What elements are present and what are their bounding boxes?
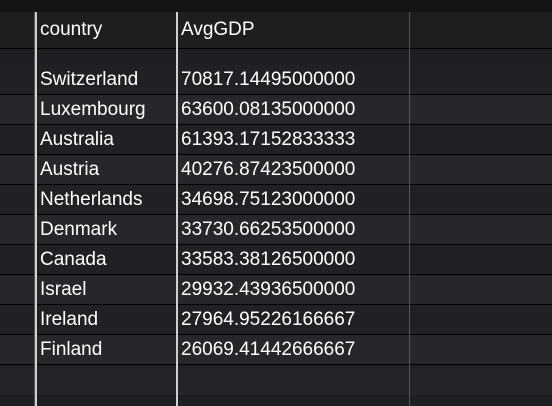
row-number-cell[interactable]: [0, 245, 35, 274]
row-number-header[interactable]: [0, 12, 35, 48]
empty-cell: [409, 335, 552, 364]
row-number-cell[interactable]: [0, 185, 35, 214]
avggdp-cell[interactable]: 33583.38126500000: [181, 249, 356, 270]
row-number-cell[interactable]: [0, 215, 35, 244]
column-header-country[interactable]: country: [40, 19, 103, 40]
column-divider-avggdp-left[interactable]: [176, 12, 178, 406]
avggdp-cell[interactable]: 40276.87423500000: [181, 159, 356, 180]
empty-cell: [409, 155, 552, 184]
table-row[interactable]: Australia 61393.17152833333: [0, 125, 552, 155]
avggdp-cell[interactable]: 29932.43936500000: [181, 279, 356, 300]
column-divider-avggdp-right[interactable]: [409, 12, 410, 406]
empty-cell: [409, 95, 552, 124]
avggdp-cell[interactable]: 63600.08135000000: [181, 99, 356, 120]
grid-spacer: [0, 49, 552, 65]
avggdp-cell[interactable]: 70817.14495000000: [181, 69, 356, 90]
table-row[interactable]: Luxembourg 63600.08135000000: [0, 95, 552, 125]
empty-cell: [409, 305, 552, 334]
table-row[interactable]: Israel 29932.43936500000: [0, 275, 552, 305]
empty-cell: [409, 125, 552, 154]
avggdp-cell[interactable]: 61393.17152833333: [181, 129, 356, 150]
country-cell[interactable]: Switzerland: [40, 69, 139, 90]
row-number-cell[interactable]: [0, 275, 35, 304]
table-row[interactable]: Austria 40276.87423500000: [0, 155, 552, 185]
avggdp-cell[interactable]: 26069.41442666667: [181, 339, 356, 360]
table-row[interactable]: Ireland 27964.95226166667: [0, 305, 552, 335]
empty-cell: [409, 185, 552, 214]
row-number-cell[interactable]: [0, 305, 35, 334]
avggdp-cell[interactable]: 27964.95226166667: [181, 309, 356, 330]
table-row[interactable]: Switzerland 70817.14495000000: [0, 65, 552, 95]
table-row[interactable]: Denmark 33730.66253500000: [0, 215, 552, 245]
row-number-cell[interactable]: [0, 65, 35, 94]
country-cell[interactable]: Canada: [40, 249, 107, 270]
country-cell[interactable]: Luxembourg: [40, 99, 146, 120]
avggdp-cell[interactable]: 34698.75123000000: [181, 189, 356, 210]
row-number-cell[interactable]: [0, 95, 35, 124]
column-divider-country-left[interactable]: [35, 12, 37, 406]
empty-cell: [409, 245, 552, 274]
table-row[interactable]: Finland 26069.41442666667: [0, 335, 552, 365]
avggdp-cell[interactable]: 33730.66253500000: [181, 219, 356, 240]
country-cell[interactable]: Austria: [40, 159, 100, 180]
column-header-avggdp[interactable]: AvgGDP: [181, 19, 255, 40]
column-divider[interactable]: [34, 12, 35, 406]
row-number-cell[interactable]: [0, 125, 35, 154]
country-cell[interactable]: Australia: [40, 129, 114, 150]
country-cell[interactable]: Denmark: [40, 219, 118, 240]
empty-cell: [409, 215, 552, 244]
table-row[interactable]: Netherlands 34698.75123000000: [0, 185, 552, 215]
row-number-cell[interactable]: [0, 155, 35, 184]
row-number-cell[interactable]: [0, 335, 35, 364]
empty-column-header: [409, 12, 552, 48]
country-cell[interactable]: Finland: [40, 339, 103, 360]
grid-empty-row: [0, 368, 552, 395]
table-row[interactable]: Canada 33583.38126500000: [0, 245, 552, 275]
country-cell[interactable]: Ireland: [40, 309, 99, 330]
grid-header: country AvgGDP: [0, 12, 552, 49]
empty-cell: [409, 65, 552, 94]
country-cell[interactable]: Netherlands: [40, 189, 143, 210]
table-body: Switzerland 70817.14495000000 Luxembourg…: [0, 65, 552, 365]
empty-cell: [409, 275, 552, 304]
country-cell[interactable]: Israel: [40, 279, 87, 300]
